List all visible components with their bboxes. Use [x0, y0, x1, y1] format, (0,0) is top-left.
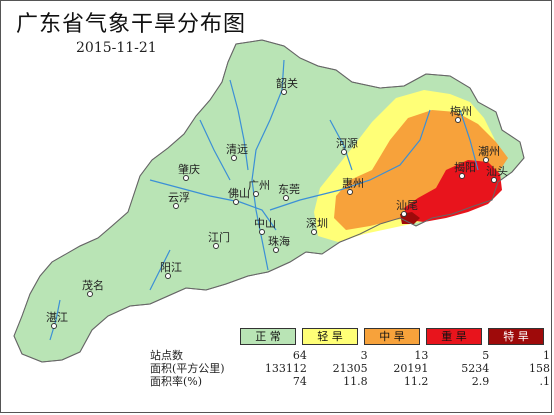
- city-marker: [341, 149, 347, 155]
- city-label: 清远: [226, 143, 248, 156]
- city-marker: [311, 229, 317, 235]
- stats-table: 站点数 64 3 13 5 1 面积(平方公里) 133112 21305 20…: [150, 349, 550, 388]
- city-marker: [233, 199, 239, 205]
- city-label: 汕头: [486, 165, 508, 178]
- city-marker: [253, 191, 259, 197]
- legend-normal: 正 常: [240, 328, 296, 345]
- legend-severe: 重 旱: [426, 328, 482, 345]
- city-label: 惠州: [342, 176, 364, 190]
- city-label: 潮州: [478, 144, 500, 158]
- city-marker: [173, 203, 179, 209]
- city-marker: [283, 195, 289, 201]
- city-label: 湛江: [46, 311, 68, 324]
- city-label: 肇庆: [178, 162, 200, 176]
- city-marker: [455, 117, 461, 123]
- city-marker: [259, 229, 265, 235]
- city-marker: [51, 323, 57, 329]
- city-marker: [213, 243, 219, 249]
- city-label: 中山: [254, 217, 276, 230]
- stats-row-area: 面积(平方公里) 133112 21305 20191 5234 158: [150, 362, 550, 375]
- city-label: 广州: [248, 179, 270, 192]
- city-label: 茂名: [82, 278, 104, 292]
- city-label: 佛山: [228, 187, 250, 200]
- city-marker: [183, 175, 189, 181]
- city-marker: [87, 291, 93, 297]
- city-marker: [459, 173, 465, 179]
- city-label: 阳江: [160, 261, 182, 274]
- city-marker: [231, 155, 237, 161]
- city-marker: [281, 89, 287, 95]
- city-marker: [401, 211, 407, 217]
- map-title: 广东省气象干旱分布图: [16, 12, 247, 37]
- drought-zone-severe: [404, 160, 502, 222]
- city-marker: [165, 273, 171, 279]
- city-label: 江门: [208, 230, 230, 244]
- city-label: 韶关: [276, 76, 298, 90]
- city-label: 深圳: [306, 217, 328, 230]
- map-date: 2015-11-21: [76, 40, 157, 56]
- city-marker: [273, 247, 279, 253]
- stats-row-area-rate: 面积率(%) 74 11.8 11.2 2.9 .1: [150, 375, 550, 388]
- city-label: 珠海: [268, 234, 290, 248]
- city-marker: [347, 189, 353, 195]
- city-label: 梅州: [450, 104, 472, 118]
- stats-row-stations: 站点数 64 3 13 5 1: [150, 349, 550, 362]
- city-label: 汕尾: [396, 199, 418, 212]
- drought-zone-moderate: [334, 110, 508, 230]
- province-outline: [13, 39, 525, 363]
- city-label: 揭阳: [454, 160, 476, 174]
- city-marker: [491, 177, 497, 183]
- city-label: 云浮: [168, 191, 190, 204]
- legend-extreme: 特 旱: [488, 328, 544, 345]
- drought-legend: 正 常 轻 旱 中 旱 重 旱 特 旱: [240, 328, 550, 345]
- city-label: 东莞: [278, 183, 300, 196]
- legend-moderate: 中 旱: [364, 328, 420, 345]
- city-label: 河源: [336, 136, 358, 150]
- city-marker: [483, 157, 489, 163]
- rivers: [49, 59, 479, 341]
- legend-light: 轻 旱: [302, 328, 358, 345]
